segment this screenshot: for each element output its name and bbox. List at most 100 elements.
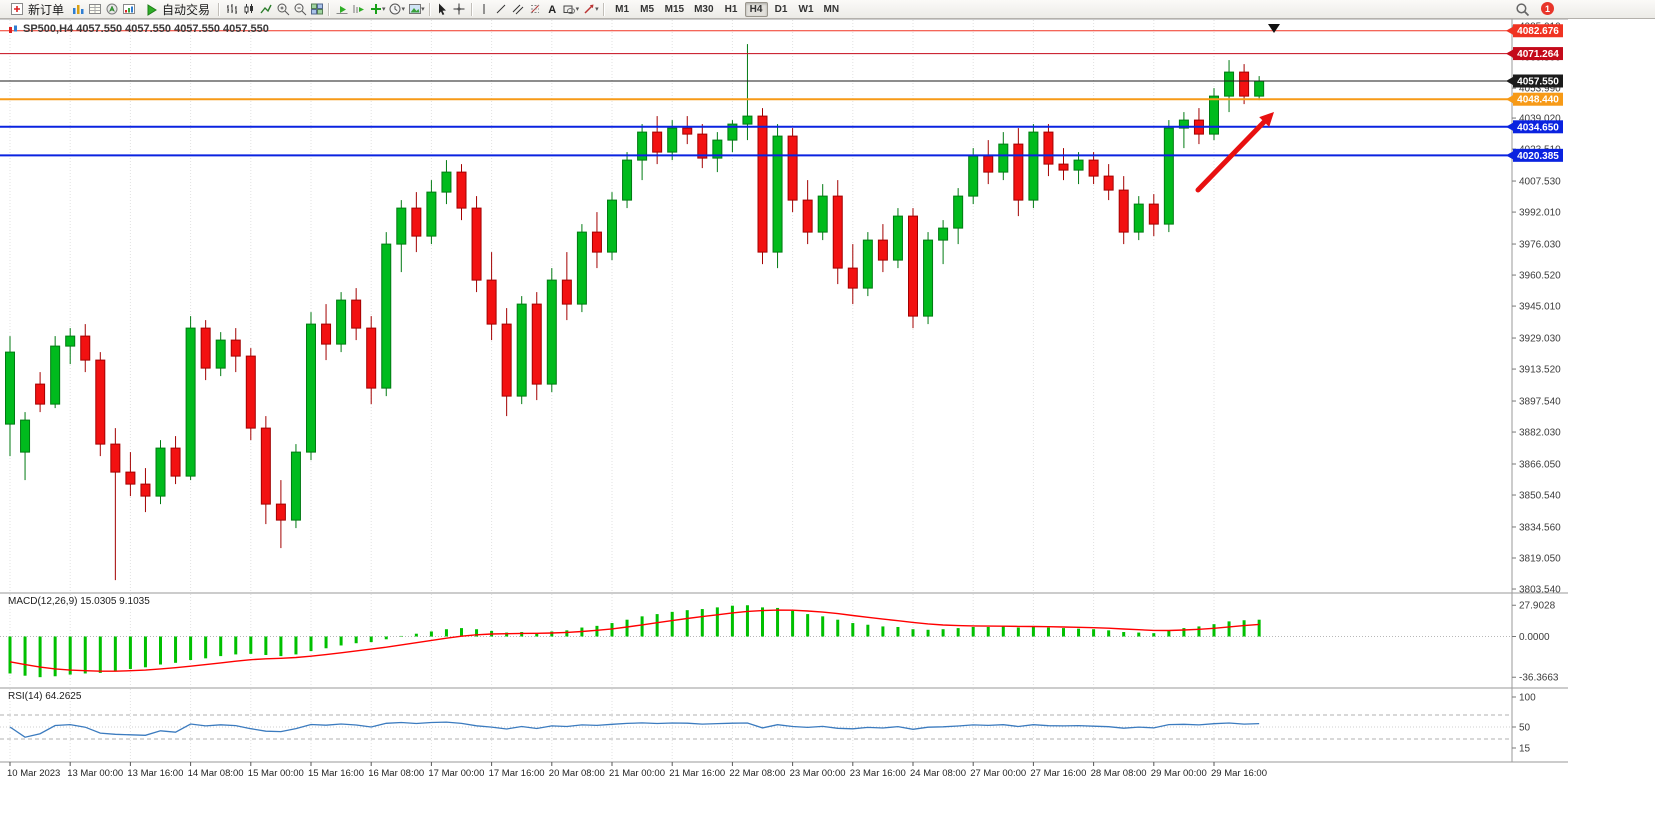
timeframe-button-h1[interactable]: H1 <box>724 3 738 15</box>
candle <box>260 416 271 525</box>
candle <box>1013 128 1024 217</box>
price-tick-label: 3897.540 <box>1519 397 1561 408</box>
notification-badge[interactable]: 1 <box>1541 2 1554 15</box>
shapes-tool-icon[interactable] <box>561 1 578 17</box>
timeframe-button-m1[interactable]: M1 <box>615 3 630 15</box>
crosshair-icon[interactable] <box>451 1 468 17</box>
price-axis[interactable]: 4085.0104069.5004053.9904039.0204023.510… <box>1506 22 1563 755</box>
time-axis-label: 24 Mar 08:00 <box>910 768 966 779</box>
timeframe-group: M1 M5 M15 M30 H1 H4 D1 W1 MN <box>610 1 844 17</box>
channel-tool-icon[interactable] <box>510 1 527 17</box>
zoom-out-icon[interactable] <box>291 1 308 17</box>
candle <box>757 108 768 265</box>
periods-dropdown-icon[interactable]: ▾ <box>401 6 406 13</box>
candle <box>561 252 572 321</box>
svg-text:4057.550: 4057.550 <box>1517 77 1559 88</box>
rsi-tick-label: 15 <box>1519 744 1531 755</box>
time-axis-label: 17 Mar 00:00 <box>428 768 484 779</box>
timeframe-button-h4[interactable]: H4 <box>744 1 768 17</box>
price-tick-label: 3913.520 <box>1519 365 1561 376</box>
templates-dropdown-icon[interactable]: ▾ <box>421 6 425 13</box>
candle <box>862 232 873 297</box>
trend-arrow[interactable] <box>1195 119 1267 193</box>
arrows-dropdown-icon[interactable]: ▾ <box>595 6 599 13</box>
candle <box>742 44 753 141</box>
terminal-icon[interactable] <box>120 1 137 17</box>
candle <box>968 148 979 205</box>
arrows-tool-icon[interactable] <box>580 1 597 17</box>
candle <box>1178 112 1189 149</box>
timeframe-button-m15[interactable]: M15 <box>664 3 685 15</box>
time-axis-label: 10 Mar 2023 <box>7 768 60 779</box>
candle <box>336 292 347 353</box>
navigator-icon[interactable] <box>103 1 120 17</box>
price-tick-label: 4039.020 <box>1519 114 1561 125</box>
auto-trading-button[interactable]: 自动交易 <box>137 0 215 19</box>
rsi-indicator-label: RSI(14) 64.2625 <box>8 691 82 702</box>
rsi-tick-label: 100 <box>1519 693 1536 704</box>
shapes-dropdown-icon[interactable]: ▾ <box>575 6 580 13</box>
zoom-in-icon[interactable] <box>274 1 291 17</box>
candle <box>230 328 241 373</box>
bars-chart-icon[interactable] <box>223 1 240 17</box>
fibonacci-tool-icon[interactable] <box>527 1 544 17</box>
vertical-line-tool-icon[interactable] <box>476 1 493 17</box>
indicators-icon[interactable] <box>367 1 384 17</box>
time-axis-label: 22 Mar 08:00 <box>729 768 785 779</box>
auto-scroll-icon[interactable] <box>333 1 350 17</box>
time-axis-label: 28 Mar 08:00 <box>1091 768 1147 779</box>
timeframe-button-d1[interactable]: D1 <box>774 3 788 15</box>
candle <box>682 116 693 145</box>
candle <box>652 116 663 165</box>
candle <box>1209 88 1219 141</box>
svg-text:A: A <box>548 4 556 16</box>
chart-shift-icon[interactable] <box>350 1 367 17</box>
trendline-tool-icon[interactable] <box>493 1 510 17</box>
candle <box>215 332 226 377</box>
tile-windows-icon[interactable] <box>308 1 325 17</box>
candle <box>727 120 738 153</box>
cursor-icon[interactable] <box>434 1 451 17</box>
toolbar-separator <box>328 2 331 16</box>
time-axis-label: 13 Mar 00:00 <box>67 768 123 779</box>
candle <box>1103 164 1114 201</box>
down-triangle-marker[interactable] <box>1268 24 1280 33</box>
candle <box>802 180 813 245</box>
macd-indicator-label: MACD(12,26,9) 15.0305 9.1035 <box>8 596 150 607</box>
timeframe-button-mn[interactable]: MN <box>823 3 840 15</box>
timeframe-button-m5[interactable]: M5 <box>640 3 655 15</box>
candle <box>411 192 422 253</box>
macd-panel <box>0 605 1512 678</box>
svg-text:4020.385: 4020.385 <box>1517 151 1559 162</box>
time-axis-label: 15 Mar 16:00 <box>308 768 364 779</box>
new-order-button[interactable]: 新订单 <box>3 0 69 19</box>
time-axis-label: 29 Mar 16:00 <box>1211 768 1267 779</box>
trend-arrow-head[interactable] <box>1259 112 1274 127</box>
chart-title-text: SP500,H4 4057.550 4057.550 4057.550 4057… <box>23 23 269 35</box>
candle <box>637 124 648 181</box>
candle <box>351 288 362 341</box>
auto-trading-icon <box>142 1 159 17</box>
market-watch-icon[interactable] <box>69 1 86 17</box>
time-axis-label: 14 Mar 08:00 <box>188 768 244 779</box>
chart-chrome <box>0 18 1568 763</box>
search-icon[interactable] <box>1515 2 1530 17</box>
indicators-dropdown-icon[interactable]: ▾ <box>382 6 386 13</box>
templates-icon[interactable] <box>406 1 423 17</box>
price-level-badge-resistance-2: 4071.264 <box>1506 47 1563 61</box>
candle <box>607 192 617 261</box>
candle <box>290 444 301 529</box>
price-level-badge-pivot: 4048.440 <box>1506 92 1563 106</box>
timeframe-button-w1[interactable]: W1 <box>798 3 814 15</box>
data-window-icon[interactable] <box>86 1 103 17</box>
line-chart-icon[interactable] <box>257 1 274 17</box>
candlestick-chart-icon[interactable] <box>240 1 257 17</box>
candle <box>622 152 633 209</box>
timeframe-button-m30[interactable]: M30 <box>694 3 714 15</box>
time-axis[interactable]: 10 Mar 2023 13 Mar 00:00 13 Mar 16:00 14 Ma… <box>7 762 1267 779</box>
candle <box>486 252 497 341</box>
text-tool-icon[interactable]: A <box>544 1 561 17</box>
periods-clock-icon[interactable] <box>387 1 404 17</box>
